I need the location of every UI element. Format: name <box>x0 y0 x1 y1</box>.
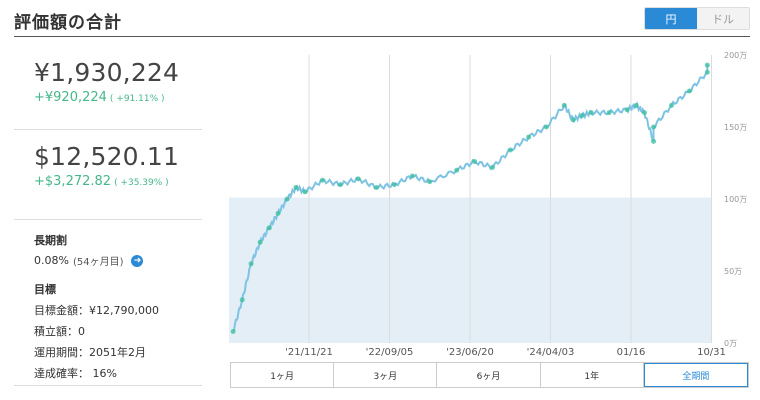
data-point <box>570 117 576 123</box>
period-6m-button[interactable]: 6ヶ月 <box>437 363 541 387</box>
data-point <box>543 124 549 130</box>
gain-pct-usd: ( +35.39% ) <box>114 178 169 188</box>
data-point <box>248 261 254 267</box>
data-point <box>588 110 594 116</box>
data-point <box>507 147 513 153</box>
data-point <box>633 102 639 108</box>
period-selector: 1ヶ月 3ヶ月 6ヶ月 1年 全期間 <box>230 362 749 388</box>
period-1m-button[interactable]: 1ヶ月 <box>231 363 335 387</box>
arrow-right-icon[interactable]: ➜ <box>131 254 144 267</box>
currency-dollar-button[interactable]: ドル <box>697 8 749 29</box>
period-1y-button[interactable]: 1年 <box>540 363 644 387</box>
data-point <box>686 88 692 94</box>
gain-jpy: +¥920,224( +91.11% ) <box>34 90 202 105</box>
summary-usd: $12,520.11 +$3,272.82( +35.39% ) <box>14 130 202 220</box>
data-point <box>239 297 245 303</box>
gain-amount-usd: +$3,272.82 <box>34 174 112 189</box>
summary-jpy: ¥1,930,224 +¥920,224( +91.11% ) <box>14 40 202 130</box>
y-tick-label: 100万 <box>724 195 747 204</box>
total-amount-usd: $12,520.11 <box>34 142 180 171</box>
gain-pct-jpy: ( +91.11% ) <box>109 94 165 104</box>
x-tick-label: '23/06/20 <box>446 347 494 358</box>
x-tick-label: 10/31 <box>697 347 726 358</box>
data-point <box>293 184 299 190</box>
goal-period: 運用期間：2051年2月 <box>34 346 146 359</box>
data-point <box>230 328 236 334</box>
data-point <box>275 210 281 216</box>
data-point <box>490 164 496 170</box>
data-point <box>624 107 630 113</box>
goal-contribution: 積立額：0 <box>34 325 85 338</box>
data-point <box>704 69 710 75</box>
currency-toggle: 円 ドル <box>644 7 750 30</box>
goal-title: 目標 <box>34 283 56 296</box>
data-point <box>526 134 532 140</box>
data-point <box>355 176 361 182</box>
data-point <box>651 138 657 144</box>
long-term-title: 長期割 <box>34 234 67 247</box>
y-tick-label: 150万 <box>724 123 747 132</box>
y-tick-label: 200万 <box>724 51 747 60</box>
section-header: 評価額の合計 円 ドル <box>14 0 750 37</box>
goal-probability: 達成確率： 16% <box>34 367 117 380</box>
total-amount-jpy: ¥1,930,224 <box>34 58 180 87</box>
x-tick-label: '21/11/21 <box>285 347 333 358</box>
data-point <box>579 112 585 118</box>
data-point <box>606 110 612 116</box>
data-point <box>257 239 263 245</box>
data-point <box>454 167 460 173</box>
page-title: 評価額の合計 <box>14 13 122 33</box>
data-point <box>668 102 674 108</box>
y-tick-label: 50万 <box>724 267 742 276</box>
y-tick-label: 0万 <box>724 339 737 348</box>
x-tick-label: 01/16 <box>617 347 646 358</box>
data-point <box>704 62 710 68</box>
x-tick-label: '22/09/05 <box>366 347 414 358</box>
gain-usd: +$3,272.82( +35.39% ) <box>34 174 202 189</box>
data-point <box>641 110 647 116</box>
summary-panel: ¥1,930,224 +¥920,224( +91.11% ) $12,520.… <box>14 40 202 386</box>
data-point <box>427 179 433 185</box>
data-point <box>651 124 657 130</box>
long-term-months: (54ヶ月目) <box>72 257 124 268</box>
data-point <box>561 102 567 108</box>
valuation-chart: '21/11/21 '22/09/05 '23/06/20 '24/04/03 01/1… <box>229 40 749 360</box>
long-term-row: 0.08% (54ヶ月目) ➜ <box>34 253 202 268</box>
long-term-rate: 0.08% <box>34 254 69 267</box>
data-point <box>337 182 343 188</box>
currency-yen-button[interactable]: 円 <box>645 8 697 29</box>
details-block: 長期割 0.08% (54ヶ月目) ➜ 目標 目標金額：¥12,790,000 … <box>14 220 202 386</box>
x-tick-label: '24/04/03 <box>527 347 575 358</box>
period-3m-button[interactable]: 3ヶ月 <box>334 363 438 387</box>
data-point <box>391 182 397 188</box>
goal-amount: 目標金額：¥12,790,000 <box>34 304 159 317</box>
data-point <box>472 159 478 165</box>
data-point <box>284 196 290 202</box>
period-all-button[interactable]: 全期間 <box>643 363 749 387</box>
data-point <box>409 173 415 179</box>
data-point <box>302 189 308 195</box>
data-point <box>266 225 272 231</box>
data-point <box>319 177 325 183</box>
gain-amount-jpy: +¥920,224 <box>34 90 107 105</box>
chart-svg: '21/11/21 '22/09/05 '23/06/20 '24/04/03 01/1… <box>229 51 747 358</box>
data-point <box>373 184 379 190</box>
